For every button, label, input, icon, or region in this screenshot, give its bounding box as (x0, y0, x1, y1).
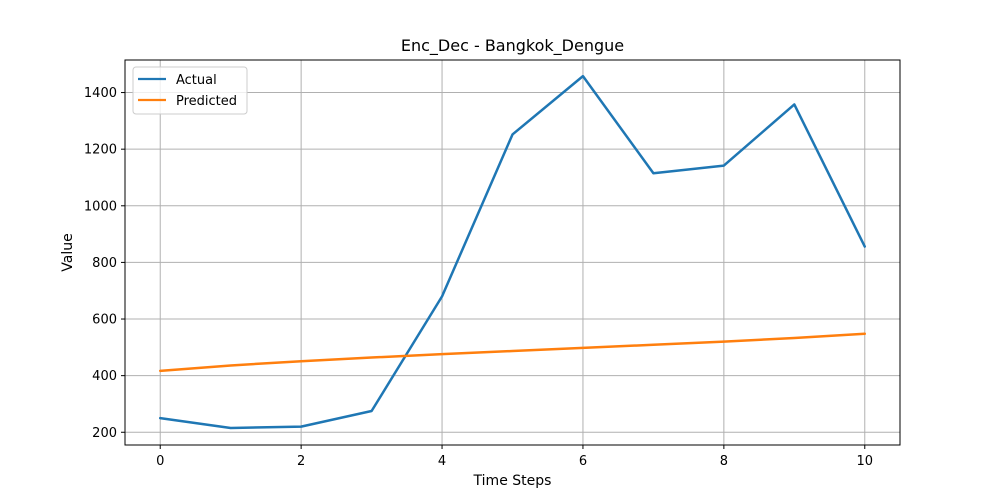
x-tick-label: 2 (297, 454, 305, 469)
chart-title: Enc_Dec - Bangkok_Dengue (401, 36, 624, 56)
legend: Actual Predicted (132, 66, 248, 115)
grid (125, 60, 900, 445)
y-tick-label: 800 (92, 256, 117, 271)
series-line-predicted (158, 332, 867, 373)
x-tick-label: 4 (438, 454, 446, 469)
x-tick-label: 10 (856, 454, 873, 469)
x-tick-label: 8 (720, 454, 728, 469)
legend-label-actual: Actual (176, 73, 217, 88)
axis-ticks: 0 2 4 6 8 10 200 400 600 800 1000 1200 1400 (84, 86, 873, 469)
y-tick-label: 1000 (84, 199, 117, 214)
x-tick-label: 6 (579, 454, 587, 469)
legend-label-predicted: Predicted (176, 94, 237, 109)
y-axis-label: Value (60, 233, 76, 271)
y-tick-label: 1200 (84, 143, 117, 158)
y-tick-label: 200 (92, 426, 117, 441)
y-tick-label: 600 (92, 313, 117, 328)
y-tick-label: 1400 (84, 86, 117, 101)
series-line-actual (158, 74, 867, 430)
x-axis-label: Time Steps (473, 473, 552, 489)
x-tick-label: 0 (156, 454, 164, 469)
plot-frame (124, 59, 901, 446)
series-lines (158, 74, 867, 430)
y-tick-label: 400 (92, 369, 117, 384)
